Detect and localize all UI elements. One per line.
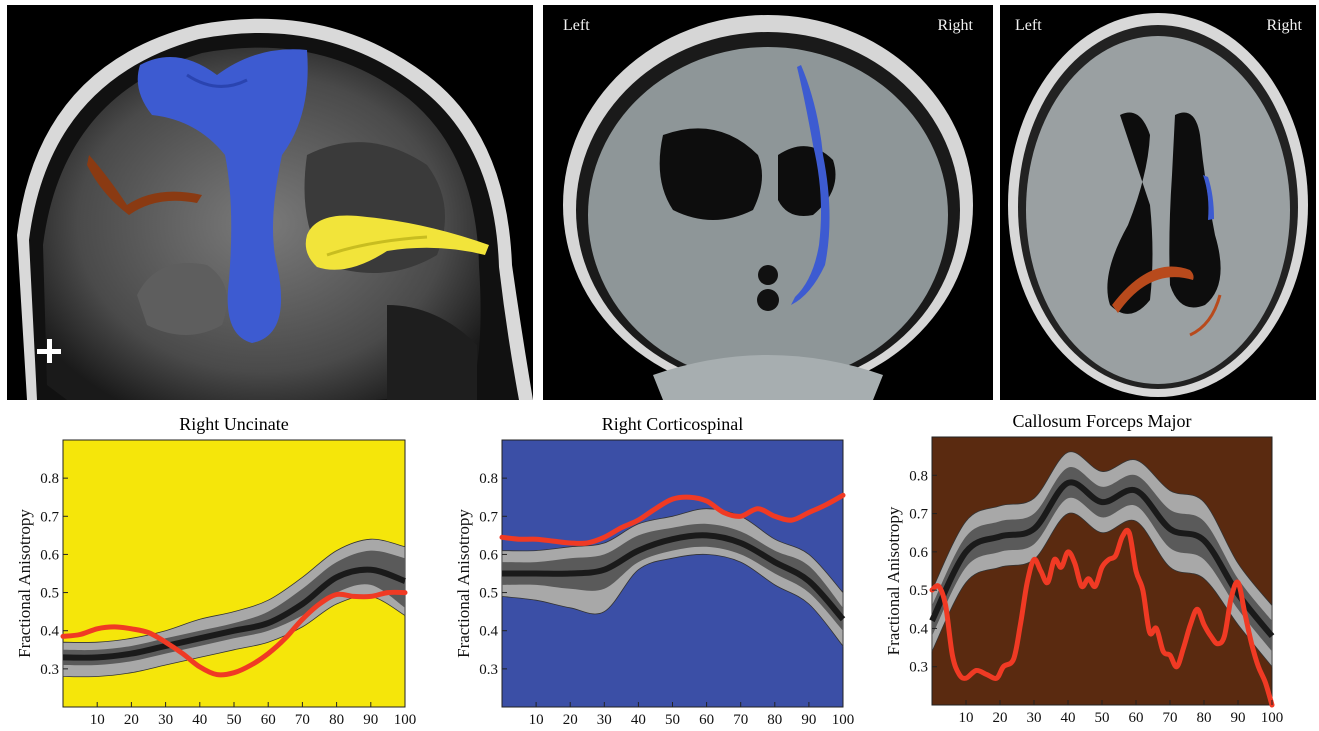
axial-mri-image: Left Right	[1000, 5, 1316, 400]
x-tick-label: 20	[563, 712, 578, 728]
y-axis-label: Fractional Anisotropy	[884, 506, 903, 655]
x-tick-label: 70	[295, 712, 310, 728]
chart-svg: Callosum Forceps Major 0.3 0.4 0.5 0.6 0.7 0.8…	[884, 411, 1284, 726]
coronal-mri-image: Left Right	[543, 5, 993, 400]
chart-svg: Right Corticospinal 0.3 0.4 0.5 0.6 0.7 0.8 10 2…	[454, 414, 855, 728]
x-tick-label: 60	[699, 712, 714, 728]
mean-line	[502, 532, 846, 622]
subject-line	[929, 527, 1275, 708]
sagittal-mri-image	[7, 5, 533, 400]
x-tick-label: 90	[1231, 710, 1246, 726]
y-tick-label: 0.3	[909, 660, 928, 676]
y-tick-label: 0.7	[909, 507, 928, 523]
y-tick-label: 0.7	[40, 509, 59, 525]
x-tick-label: 80	[329, 712, 344, 728]
x-tick-label: 50	[1095, 710, 1110, 726]
x-tick-label: 90	[363, 712, 378, 728]
x-tick-label: 10	[959, 710, 974, 726]
x-tick-label: 60	[1129, 710, 1144, 726]
x-tick-label: 30	[1027, 710, 1042, 726]
x-tick-label: 10	[529, 712, 544, 728]
y-tick-label: 0.5	[909, 583, 928, 599]
chart-right-corticospinal: Right Corticospinal 0.3 0.4 0.5 0.6 0.7 0.8 10 2…	[440, 410, 880, 731]
y-axis-label: Fractional Anisotropy	[454, 509, 473, 658]
y-tick-label: 0.8	[479, 471, 498, 487]
x-tick-label: 60	[261, 712, 276, 728]
left-orientation-label: Left	[563, 17, 590, 34]
y-tick-label: 0.6	[909, 545, 928, 561]
chart-title: Right Uncinate	[179, 414, 288, 434]
x-tick-label: 90	[801, 712, 816, 728]
y-tick-label: 0.6	[479, 547, 498, 563]
x-tick-label: 40	[192, 712, 207, 728]
y-tick-label: 0.8	[40, 471, 59, 487]
chart-callosum-forceps-major: Callosum Forceps Major 0.3 0.4 0.5 0.6 0.7 0.8…	[880, 402, 1319, 731]
x-tick-label: 100	[1261, 710, 1284, 726]
x-tick-label: 50	[227, 712, 242, 728]
chart-title: Right Corticospinal	[602, 414, 744, 434]
right-orientation-label: Right	[1266, 17, 1302, 34]
y-axis-label: Fractional Anisotropy	[15, 509, 34, 658]
y-tick-label: 0.8	[909, 468, 928, 484]
x-tick-label: 40	[631, 712, 646, 728]
x-tick-label: 20	[993, 710, 1008, 726]
x-tick-label: 30	[597, 712, 612, 728]
x-tick-label: 40	[1061, 710, 1076, 726]
y-tick-label: 0.5	[40, 586, 59, 602]
x-tick-label: 10	[90, 712, 105, 728]
y-tick-label: 0.5	[479, 586, 498, 602]
x-tick-label: 80	[1197, 710, 1212, 726]
chart-right-uncinate: Right Uncinate 0.3 0.4 0.5 0.6 0.7 0.8 10 20 30 40…	[0, 410, 440, 731]
x-tick-label: 100	[832, 712, 855, 728]
chart-svg: Right Uncinate 0.3 0.4 0.5 0.6 0.7 0.8 10 20 30 40…	[15, 414, 417, 728]
x-tick-label: 70	[733, 712, 748, 728]
y-tick-label: 0.7	[479, 509, 498, 525]
y-tick-label: 0.4	[909, 621, 928, 637]
mean-line	[62, 566, 407, 661]
y-tick-label: 0.4	[40, 624, 59, 640]
chart-title: Callosum Forceps Major	[1013, 411, 1192, 431]
y-tick-label: 0.3	[479, 662, 498, 678]
inner-confidence-band	[63, 550, 405, 666]
x-tick-label: 30	[158, 712, 173, 728]
x-tick-label: 50	[665, 712, 680, 728]
x-tick-label: 70	[1163, 710, 1178, 726]
x-tick-label: 80	[767, 712, 782, 728]
y-tick-label: 0.4	[479, 624, 498, 640]
x-tick-label: 100	[394, 712, 417, 728]
left-orientation-label: Left	[1015, 17, 1042, 34]
subject-line	[60, 589, 408, 678]
y-tick-label: 0.3	[40, 662, 59, 678]
mean-line	[929, 479, 1275, 638]
subject-line	[499, 492, 846, 546]
y-tick-label: 0.6	[40, 547, 59, 563]
x-tick-label: 20	[124, 712, 139, 728]
right-orientation-label: Right	[937, 17, 973, 34]
